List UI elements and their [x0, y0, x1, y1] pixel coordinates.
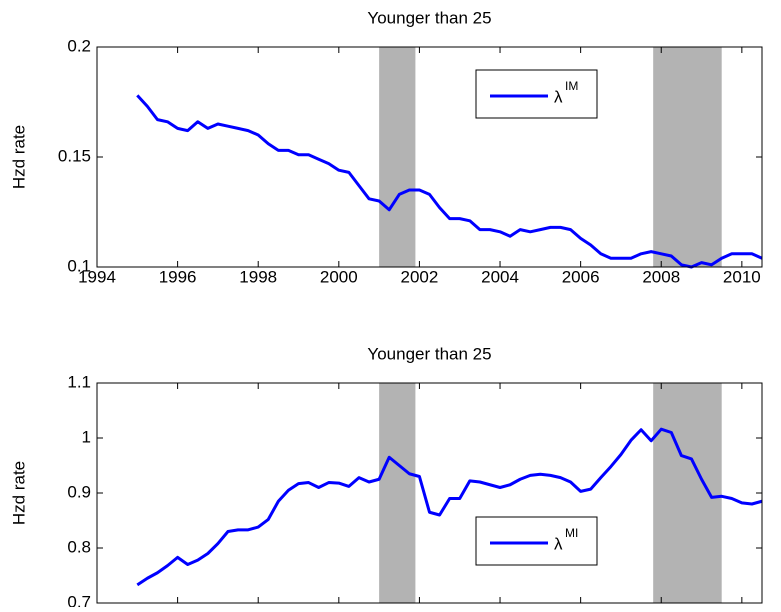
y-tick-label: 1.1: [67, 372, 91, 391]
x-tick-label: 2002: [401, 267, 439, 286]
legend-box: [475, 516, 598, 566]
x-tick-label: 2004: [481, 603, 519, 607]
x-tick-label: 2002: [401, 603, 439, 607]
x-tick-label: 2008: [642, 603, 680, 607]
y-tick-label: 0.1: [67, 256, 91, 275]
y-axis-label: Hzd rate: [9, 125, 28, 189]
x-tick-label: 2006: [562, 603, 600, 607]
legend-label: λ: [554, 534, 563, 553]
x-tick-label: 2000: [320, 603, 358, 607]
x-tick-label: 2010: [723, 267, 761, 286]
plot-area: [97, 383, 762, 603]
y-tick-label: 0.7: [67, 592, 91, 607]
legend-superscript: IM: [565, 79, 578, 93]
legend-box: [475, 69, 598, 119]
y-tick-label: 1: [82, 427, 91, 446]
shaded-period: [653, 383, 722, 603]
x-tick-label: 2000: [320, 267, 358, 286]
chart-title: Younger than 25: [367, 344, 491, 363]
x-tick-label: 1994: [78, 267, 116, 286]
y-tick-label: 0.2: [67, 36, 91, 55]
y-tick-label: 0.15: [58, 146, 91, 165]
y-tick-label: 0.9: [67, 482, 91, 501]
legend-label: λ: [554, 87, 563, 106]
x-tick-label: 1996: [159, 603, 197, 607]
x-tick-label: 1998: [239, 267, 277, 286]
shaded-period: [653, 47, 722, 267]
legend-superscript: MI: [565, 526, 578, 540]
shaded-period: [379, 47, 416, 267]
data-line: [136, 94, 763, 269]
y-tick-label: 0.8: [67, 537, 91, 556]
data-line: [136, 427, 763, 587]
shaded-period: [379, 383, 416, 603]
chart-title: Younger than 25: [367, 8, 491, 27]
y-axis-label: Hzd rate: [9, 461, 28, 525]
plot-area: [97, 47, 762, 267]
x-tick-label: 2010: [723, 603, 761, 607]
x-tick-label: 2006: [562, 267, 600, 286]
x-tick-label: 2004: [481, 267, 519, 286]
x-tick-label: 1996: [159, 267, 197, 286]
x-tick-label: 2008: [642, 267, 680, 286]
x-tick-label: 1998: [239, 603, 277, 607]
